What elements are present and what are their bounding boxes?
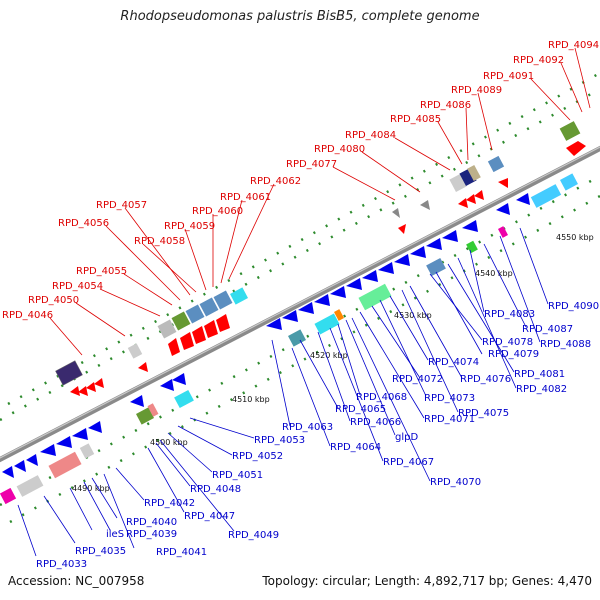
gene-label-rpd-4039: RPD_4039 — [126, 529, 177, 540]
tick-rows — [0, 71, 600, 524]
gene-label-rpd-4059: RPD_4059 — [164, 221, 215, 232]
ruler-label-4530: 4530 kbp — [394, 311, 432, 320]
gene-label-rpd-4060: RPD_4060 — [192, 206, 243, 217]
gene-label-rpd-4068: RPD_4068 — [356, 392, 407, 403]
gene-label-rpd-4056: RPD_4056 — [58, 218, 109, 229]
gene-label-rpd-4047: RPD_4047 — [184, 511, 235, 522]
map-title: Rhodopseudomonas palustris BisB5, comple… — [120, 9, 480, 24]
gene-label-rpd-4081: RPD_4081 — [514, 369, 565, 380]
gene-label-rpd-4064: RPD_4064 — [330, 442, 381, 453]
gene-label-rpd-4041: RPD_4041 — [156, 547, 207, 558]
forward-gene-labels: RPD_4046 RPD_4050 RPD_4054 RPD_4055 RPD_… — [2, 40, 599, 321]
gene-label-rpd-4062: RPD_4062 — [250, 176, 301, 187]
gene-label-rpd-4061: RPD_4061 — [220, 192, 271, 203]
gene-label-rpd-4046: RPD_4046 — [2, 310, 53, 321]
gene-label-rpd-4063: RPD_4063 — [282, 422, 333, 433]
gene-label-rpd-4057: RPD_4057 — [96, 200, 147, 211]
gene-label-rpd-4089: RPD_4089 — [451, 85, 502, 96]
gene-label-rpd-4077: RPD_4077 — [286, 159, 337, 170]
gene-label-rpd-4084: RPD_4084 — [345, 130, 396, 141]
gene-label-rpd-4087: RPD_4087 — [522, 324, 573, 335]
gene-label-rpd-4079: RPD_4079 — [488, 349, 539, 360]
gene-label-rpd-4067: RPD_4067 — [383, 457, 434, 468]
gene-label-rpd-4088: RPD_4088 — [540, 339, 591, 350]
ruler-label-4490: 4490 kbp — [72, 484, 110, 493]
reverse-leader-lines — [17, 227, 549, 557]
gene-label-rpd-4094: RPD_4094 — [548, 40, 599, 51]
reverse-gene-blocks — [0, 173, 578, 505]
gene-label-rpd-4090: RPD_4090 — [548, 301, 599, 312]
forward-leader-lines — [49, 47, 591, 356]
forward-gene-blocks — [55, 121, 586, 396]
accession-text: Accession: NC_007958 — [8, 574, 145, 588]
gene-label-rpd-4070: RPD_4070 — [430, 477, 481, 488]
gene-label-rpd-4091: RPD_4091 — [483, 71, 534, 82]
gene-label-rpd-4076: RPD_4076 — [460, 374, 511, 385]
gene-label-rpd-4065: RPD_4065 — [335, 404, 386, 415]
gene-label-rpd-4050: RPD_4050 — [28, 295, 79, 306]
gene-label-rpd-4058: RPD_4058 — [134, 236, 185, 247]
gene-label-rpd-4071: RPD_4071 — [424, 414, 475, 425]
gene-label-rpd-4078: RPD_4078 — [482, 337, 533, 348]
gene-label-rpd-4049: RPD_4049 — [228, 530, 279, 541]
gene-label-rpd-4033: RPD_4033 — [36, 559, 87, 570]
ruler-label-4510: 4510 kbp — [232, 395, 270, 404]
gene-label-rpd-4073: RPD_4073 — [424, 393, 475, 404]
gene-label-iles: ileS — [106, 529, 124, 540]
gene-label-rpd-4054: RPD_4054 — [52, 281, 103, 292]
gene-label-rpd-4040: RPD_4040 — [126, 517, 177, 528]
gene-label-rpd-4053: RPD_4053 — [254, 435, 305, 446]
gene-label-rpd-4085: RPD_4085 — [390, 114, 441, 125]
gene-label-rpd-4066: RPD_4066 — [350, 417, 401, 428]
ruler-label-4520: 4520 kbp — [310, 351, 348, 360]
gene-label-rpd-4048: RPD_4048 — [190, 484, 241, 495]
gene-label-rpd-4042: RPD_4042 — [144, 498, 195, 509]
gene-label-rpd-4072: RPD_4072 — [392, 374, 443, 385]
gene-label-rpd-4074: RPD_4074 — [428, 357, 479, 368]
gene-label-glpd: glpD — [395, 432, 418, 443]
gene-label-rpd-4082: RPD_4082 — [516, 384, 567, 395]
gene-label-rpd-4055: RPD_4055 — [76, 266, 127, 277]
genome-backbone — [0, 145, 600, 463]
topology-text: Topology: circular; Length: 4,892,717 bp… — [262, 574, 592, 588]
gene-label-rpd-4080: RPD_4080 — [314, 144, 365, 155]
reverse-gene-labels: RPD_4033 RPD_4035 ileS RPD_4039 RPD_4040… — [36, 301, 599, 570]
gene-label-rpd-4035: RPD_4035 — [75, 546, 126, 557]
ruler-label-4540: 4540 kbp — [475, 269, 513, 278]
ruler-label-4550: 4550 kbp — [556, 233, 594, 242]
gene-label-rpd-4083: RPD_4083 — [484, 309, 535, 320]
gene-label-rpd-4052: RPD_4052 — [232, 451, 283, 462]
gene-label-rpd-4051: RPD_4051 — [212, 470, 263, 481]
gene-label-rpd-4086: RPD_4086 — [420, 100, 471, 111]
ruler-labels: 4490 kbp 4500 kbp 4510 kbp 4520 kbp 4530… — [72, 233, 594, 493]
gene-label-rpd-4092: RPD_4092 — [513, 55, 564, 66]
ruler-label-4500: 4500 kbp — [150, 438, 188, 447]
gene-label-rpd-4075: RPD_4075 — [458, 408, 509, 419]
